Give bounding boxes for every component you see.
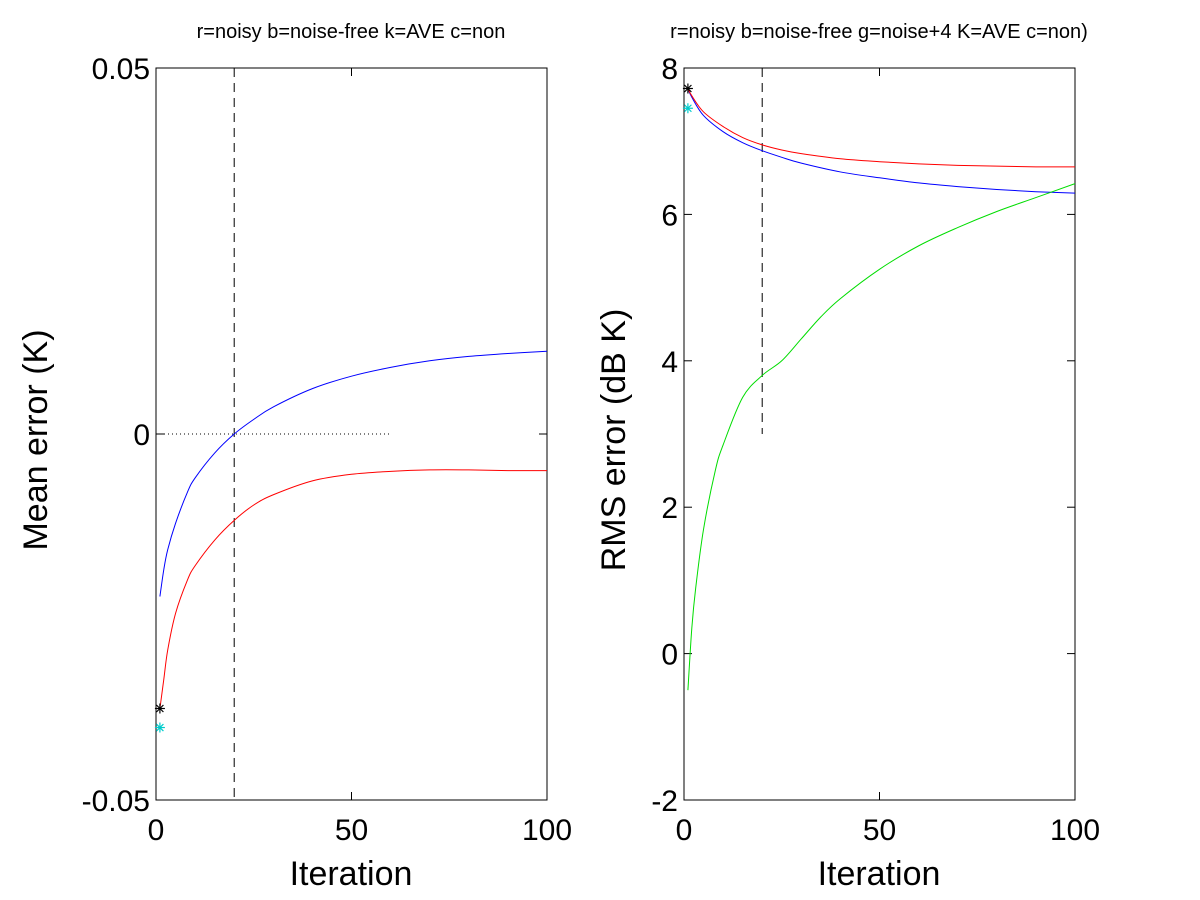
mean-error-xtick-label: 0 — [148, 814, 165, 847]
mean-error-title: r=noisy b=noise-free k=AVE c=non — [197, 21, 506, 43]
mean-error-panel: r=noisy b=noise-free k=AVE c=non 0 50 100 -… — [17, 21, 572, 893]
rms-error-series-line-1 — [687, 88, 1076, 168]
rms-error-ylabel: RMS error (dB K) — [595, 309, 633, 572]
rms-error-asterisk-marker — [682, 103, 693, 114]
mean-error-ytick-label: 0 — [133, 419, 150, 452]
mean-error-xtick-label: 50 — [335, 814, 368, 847]
rms-error-ytick-label: -2 — [651, 785, 678, 818]
rms-error-ytick-label: 4 — [661, 346, 678, 379]
mean-error-asterisk-marker — [154, 703, 165, 714]
rms-error-xlabel: Iteration — [818, 855, 941, 893]
mean-error-ytick-label: -0.05 — [82, 785, 150, 818]
mean-error-series-line-0 — [159, 350, 548, 597]
rms-error-xtick-label: 100 — [1050, 814, 1100, 847]
mean-error-series-line-1 — [159, 469, 548, 709]
rms-error-asterisk-marker — [682, 83, 693, 94]
rms-error-xtick-label: 50 — [863, 814, 896, 847]
mean-error-asterisk-marker — [154, 722, 165, 733]
mean-error-xtick-label: 100 — [522, 814, 572, 847]
rms-error-ytick-label: 6 — [661, 199, 678, 232]
rms-error-title: r=noisy b=noise-free g=noise+4 K=AVE c=n… — [670, 21, 1088, 43]
mean-error-axes-frame — [155, 67, 548, 801]
mean-error-ylabel: Mean error (K) — [17, 329, 55, 550]
rms-error-ytick-label: 8 — [661, 53, 678, 86]
rms-error-series-line-0 — [687, 88, 1076, 194]
rms-error-ytick-label: 0 — [661, 639, 678, 672]
mean-error-ytick-label: 0.05 — [92, 53, 150, 86]
mean-error-xlabel: Iteration — [290, 855, 413, 893]
rms-error-panel: r=noisy b=noise-free g=noise+4 K=AVE c=n… — [595, 21, 1100, 893]
rms-error-series-line-2 — [687, 183, 1076, 691]
rms-error-ytick-label: 2 — [661, 492, 678, 525]
rms-error-xtick-label: 0 — [676, 814, 693, 847]
